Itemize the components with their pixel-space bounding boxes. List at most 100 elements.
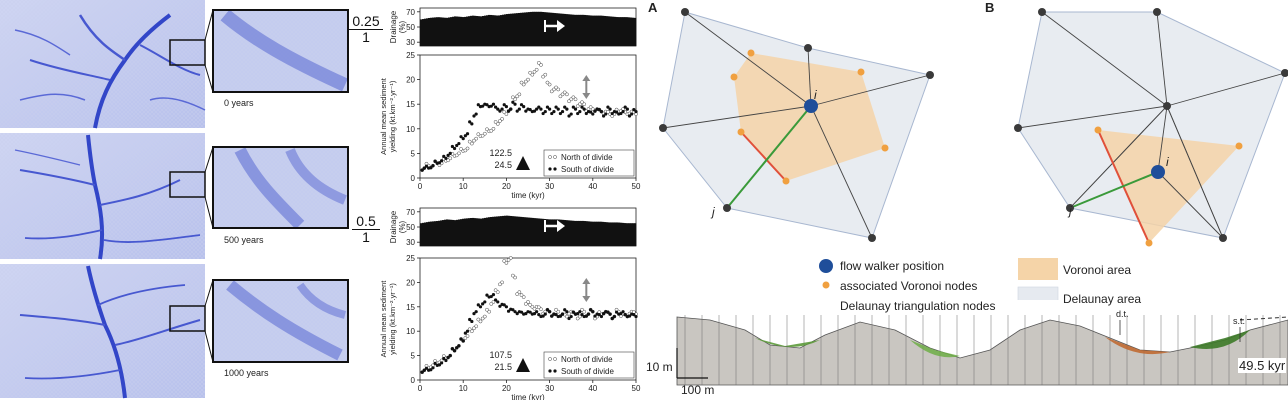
point-south [630,112,634,116]
drainage-bar [630,17,633,46]
drainage-bar [510,215,513,246]
drainage-bar [572,220,575,246]
drainage-bar [626,223,629,246]
drainage-bar [504,14,507,46]
delaunay-node [868,234,876,242]
drainage-bar [610,222,613,246]
y-tick-label: 70 [406,8,415,17]
point-south [597,313,601,317]
point-north [515,94,520,99]
sediment-xlabel: time (kyr) [511,393,545,400]
legend-delaunay-area: Delaunay area [1063,292,1142,306]
legend-south-marker [548,167,552,171]
point-north [606,110,610,114]
drainage-bar [590,15,593,46]
drainage-bar [584,221,587,246]
delaunay-edge [810,105,873,239]
point-south [584,314,588,318]
drainage-bar [434,221,437,246]
ratio-0: 0.25 1 [349,14,383,45]
point-south [550,314,554,318]
legend-flow-walker: flow walker position [840,259,945,273]
point-north [532,306,537,311]
drainage-bar [514,216,517,246]
flow-path [1069,171,1159,209]
annotation-st: s.t. [1233,316,1246,326]
drainage-bar [490,216,493,246]
ratio-0-denominator: 1 [362,29,370,45]
point-south [589,110,593,114]
y-tick-label: 30 [406,238,415,247]
drainage-bar [436,17,439,46]
point-north [519,80,524,85]
point-south [599,109,604,114]
point-south [578,109,582,114]
point-south [584,111,588,116]
point-south [634,109,638,114]
delaunay-node [926,71,934,79]
point-south [571,310,575,314]
point-south [422,368,426,372]
range-arrow-up-icon [582,75,591,81]
flow-arrow-head-icon [557,220,565,232]
drainage-bar [616,17,619,46]
drainage-bar [608,222,611,246]
drainage-bar [536,218,539,246]
x-tick-label: 30 [545,182,554,191]
zoom-indicator-1 [169,171,206,198]
drainage-bar [626,17,629,46]
point-south [500,107,504,111]
delaunay-node [681,8,689,16]
drainage-bar [444,17,447,46]
point-south [558,111,562,116]
point-south [576,312,580,316]
point-north [580,100,584,105]
point-north [459,147,463,151]
drainage-bar [588,15,591,46]
point-south [498,304,502,308]
drainage-bar [608,16,611,46]
point-south [450,347,454,351]
legend-voronoi-node-icon [822,281,830,289]
drainage-bar [468,16,471,46]
range-arrow-up-icon [582,278,591,284]
drainage-bar [428,221,431,246]
point-south [440,159,444,163]
point-north [489,128,494,133]
point-south [565,310,569,314]
drainage-bar [482,218,485,246]
drainage-bar [508,13,511,46]
drainage-bar [532,217,535,246]
point-south [470,319,474,324]
drainage-bar [614,16,617,46]
drainage-bar [472,15,475,46]
legend-north-marker [553,155,557,159]
y-tick-label: 70 [406,208,415,217]
point-south [431,366,435,370]
point-south [494,298,498,302]
point-north [567,311,571,316]
marker-label-top: 122.5 [489,148,512,158]
drainage-bar [604,15,607,46]
drainage-bar [588,221,591,246]
sediment-chart-0: 0 10 20 30 40 50 0 5 10 15 20 25 time (kyr) Annual me… [380,51,641,200]
point-south [524,312,528,316]
y-tick-label: 25 [406,51,415,60]
point-north [485,307,489,312]
x-tick-label: 50 [632,182,641,191]
diagram-a [659,8,934,242]
x-tick-label: 0 [418,182,423,191]
point-south [619,312,623,316]
drainage-bar [578,220,581,246]
drainage-bar [524,217,527,246]
point-north [467,139,472,144]
scale-horizontal-label: 100 m [681,383,715,397]
point-south [627,114,632,118]
drainage-bar [622,17,625,46]
point-south [627,314,632,318]
point-south [506,309,511,313]
drainage-bar [534,11,537,47]
point-south [567,114,571,118]
